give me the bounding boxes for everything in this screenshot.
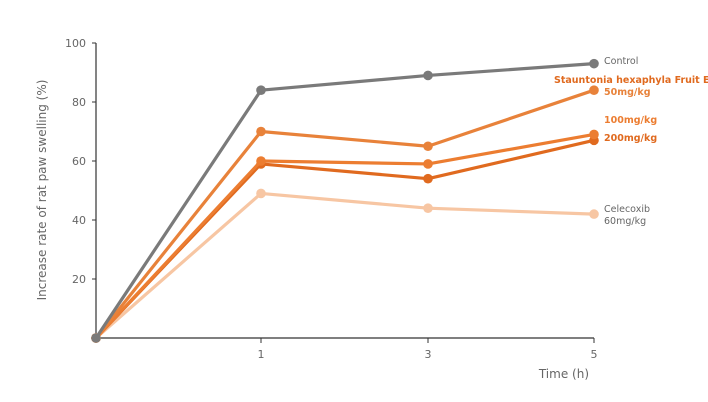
series-label-line: 50mg/kg bbox=[604, 87, 651, 98]
series-label: 200mg/kg bbox=[604, 133, 657, 144]
series-line bbox=[94, 62, 596, 340]
y-tick-label: 20 bbox=[72, 273, 86, 286]
data-point bbox=[256, 156, 266, 166]
data-point bbox=[423, 70, 433, 81]
series-2 bbox=[91, 129, 599, 343]
series-1 bbox=[91, 85, 599, 343]
x-tick-label: 5 bbox=[591, 348, 598, 361]
series-label: 100mg/kg bbox=[604, 115, 657, 126]
series-label-line: 200mg/kg bbox=[604, 133, 657, 144]
series-label-line: Control bbox=[604, 56, 638, 67]
series-0 bbox=[91, 58, 599, 343]
series-layer bbox=[91, 58, 599, 343]
series-3 bbox=[91, 135, 599, 343]
x-tick-label: 1 bbox=[258, 348, 265, 361]
y-axis-title: Increase rate of rat paw swelling (%) bbox=[35, 80, 49, 301]
y-tick-label: 80 bbox=[72, 96, 86, 109]
data-point bbox=[589, 85, 599, 95]
data-point bbox=[256, 85, 266, 95]
series-label: 50mg/kg bbox=[604, 87, 651, 98]
series-line bbox=[94, 191, 596, 340]
series-line bbox=[94, 138, 596, 340]
data-point bbox=[256, 188, 266, 199]
data-point bbox=[423, 159, 433, 169]
series-label: Celecoxib 60mg/kg bbox=[604, 204, 650, 227]
series-line bbox=[94, 88, 596, 340]
data-point bbox=[423, 141, 433, 152]
x-axis-title: Time (h) bbox=[538, 367, 589, 381]
data-point bbox=[91, 333, 101, 343]
y-tick-label: 60 bbox=[72, 155, 86, 168]
data-point bbox=[423, 173, 433, 184]
data-point bbox=[589, 209, 599, 219]
group-label: Stauntonia hexaphyla Fruit Extract bbox=[554, 75, 708, 86]
y-tick-label: 40 bbox=[72, 214, 86, 227]
series-label-line: 100mg/kg bbox=[604, 115, 657, 126]
data-point bbox=[256, 126, 266, 137]
data-point bbox=[589, 129, 599, 140]
y-tick-label: 100 bbox=[65, 37, 86, 50]
series-label: Control bbox=[604, 56, 638, 67]
data-point bbox=[423, 203, 433, 213]
series-label-line: 60mg/kg bbox=[604, 216, 646, 227]
series-label-line: Celecoxib bbox=[604, 204, 650, 215]
x-tick-label: 3 bbox=[425, 348, 432, 361]
series-4 bbox=[91, 188, 599, 343]
series-line bbox=[94, 132, 596, 340]
series-labels: Stauntonia hexaphyla Fruit Extract Contro… bbox=[554, 56, 708, 227]
data-point bbox=[589, 58, 599, 69]
